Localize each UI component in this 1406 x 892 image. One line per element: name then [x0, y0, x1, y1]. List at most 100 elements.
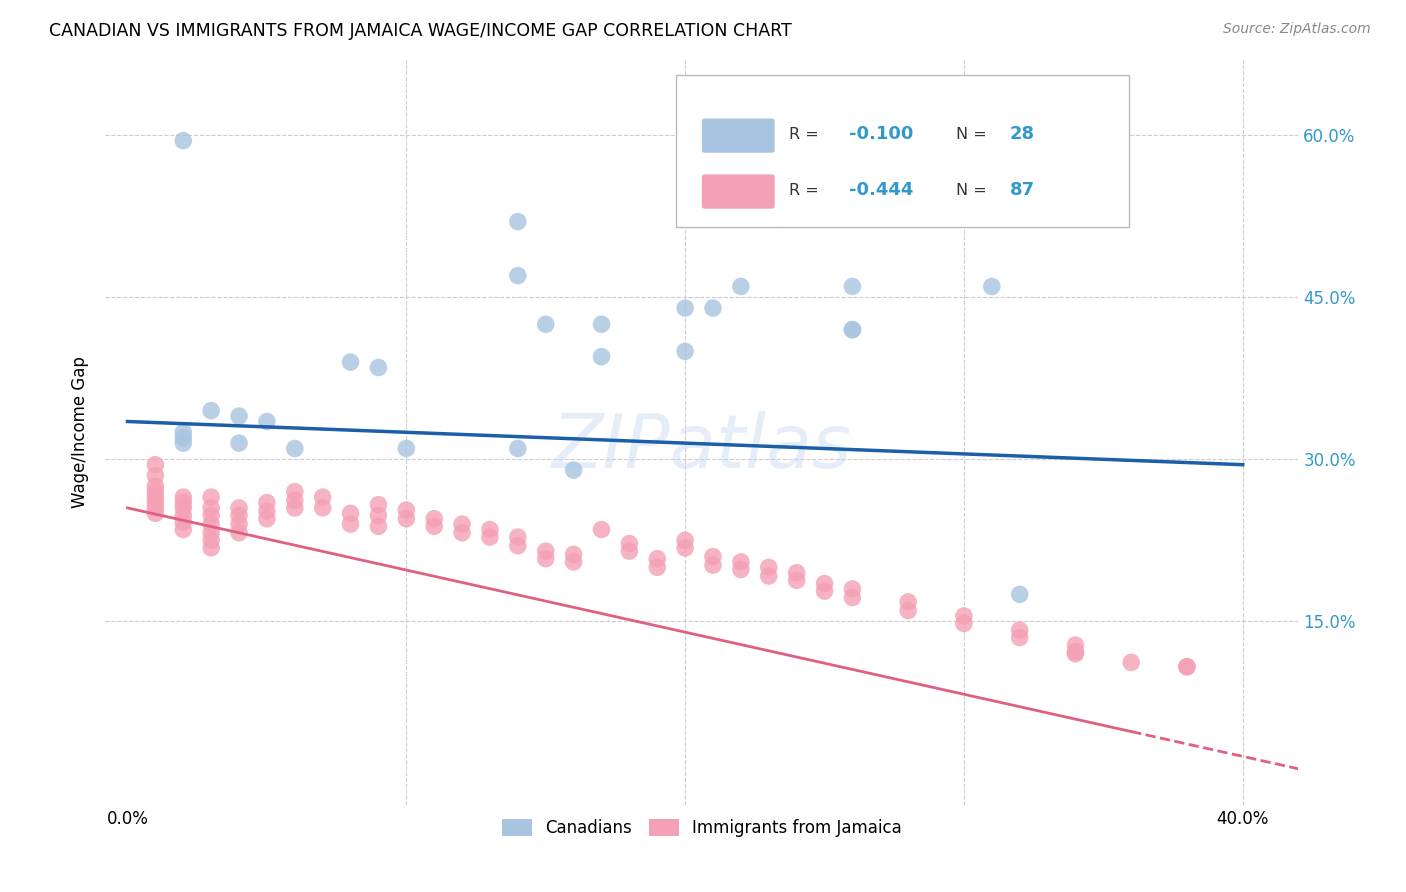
Point — [172, 436, 194, 450]
Text: N =: N = — [956, 127, 991, 142]
Point — [200, 517, 222, 532]
Point — [172, 515, 194, 529]
Point — [256, 504, 278, 518]
Text: CANADIAN VS IMMIGRANTS FROM JAMAICA WAGE/INCOME GAP CORRELATION CHART: CANADIAN VS IMMIGRANTS FROM JAMAICA WAGE… — [49, 22, 792, 40]
Point — [673, 344, 696, 359]
Point — [200, 508, 222, 523]
Point — [200, 490, 222, 504]
Text: -0.444: -0.444 — [849, 181, 912, 199]
Point — [506, 539, 529, 553]
Point — [284, 484, 307, 499]
Point — [339, 517, 361, 532]
Point — [841, 591, 863, 605]
Text: 28: 28 — [1010, 125, 1035, 143]
Point — [841, 582, 863, 596]
Point — [145, 458, 167, 472]
Point — [145, 490, 167, 504]
Point — [506, 268, 529, 283]
Point — [1008, 623, 1031, 637]
Point — [200, 403, 222, 417]
Text: Source: ZipAtlas.com: Source: ZipAtlas.com — [1223, 22, 1371, 37]
Point — [534, 544, 557, 558]
Point — [256, 512, 278, 526]
Point — [423, 519, 446, 533]
Text: R =: R = — [789, 183, 824, 197]
Point — [200, 500, 222, 515]
Point — [980, 279, 1002, 293]
Point — [702, 549, 724, 564]
Point — [451, 517, 474, 532]
Point — [367, 360, 389, 375]
Point — [786, 574, 808, 588]
Point — [1008, 587, 1031, 601]
Point — [478, 530, 501, 544]
Point — [1064, 638, 1087, 652]
Point — [145, 500, 167, 515]
Point — [284, 500, 307, 515]
Point — [953, 609, 976, 624]
FancyBboxPatch shape — [702, 175, 775, 209]
Point — [172, 523, 194, 537]
Point — [645, 551, 668, 566]
Point — [562, 463, 585, 477]
Point — [395, 442, 418, 456]
Point — [730, 555, 752, 569]
Point — [228, 500, 250, 515]
Point — [953, 616, 976, 631]
Point — [1175, 659, 1198, 673]
Point — [645, 560, 668, 574]
Point — [897, 603, 920, 617]
Point — [172, 425, 194, 440]
Point — [200, 533, 222, 548]
Point — [591, 350, 613, 364]
Text: R =: R = — [789, 127, 824, 142]
Point — [813, 576, 835, 591]
Point — [228, 508, 250, 523]
Point — [534, 318, 557, 332]
Point — [395, 503, 418, 517]
Point — [312, 490, 335, 504]
Point — [562, 548, 585, 562]
Point — [228, 525, 250, 540]
Point — [1175, 659, 1198, 673]
Point — [284, 493, 307, 508]
Y-axis label: Wage/Income Gap: Wage/Income Gap — [72, 357, 89, 508]
Point — [1064, 644, 1087, 658]
Text: ZIPatlas: ZIPatlas — [551, 411, 852, 483]
Point — [172, 490, 194, 504]
Point — [200, 541, 222, 555]
Point — [339, 506, 361, 520]
Point — [145, 506, 167, 520]
Point — [312, 500, 335, 515]
Point — [1064, 647, 1087, 661]
Point — [786, 566, 808, 580]
Point — [367, 508, 389, 523]
Point — [730, 279, 752, 293]
Point — [145, 484, 167, 499]
Point — [506, 214, 529, 228]
Point — [506, 530, 529, 544]
Point — [702, 558, 724, 573]
Point — [758, 569, 780, 583]
Text: 87: 87 — [1010, 181, 1035, 199]
Point — [758, 560, 780, 574]
Point — [228, 409, 250, 423]
Point — [1008, 631, 1031, 645]
Point — [702, 301, 724, 315]
Point — [897, 595, 920, 609]
FancyBboxPatch shape — [702, 119, 775, 153]
Point — [841, 323, 863, 337]
Point — [506, 442, 529, 456]
Point — [145, 495, 167, 509]
Point — [451, 525, 474, 540]
Point — [228, 517, 250, 532]
Point — [256, 415, 278, 429]
Point — [673, 541, 696, 555]
Point — [172, 500, 194, 515]
Point — [1121, 656, 1143, 670]
Legend: Canadians, Immigrants from Jamaica: Canadians, Immigrants from Jamaica — [494, 810, 910, 845]
Point — [284, 442, 307, 456]
Point — [841, 279, 863, 293]
Text: -0.100: -0.100 — [849, 125, 912, 143]
Point — [172, 495, 194, 509]
